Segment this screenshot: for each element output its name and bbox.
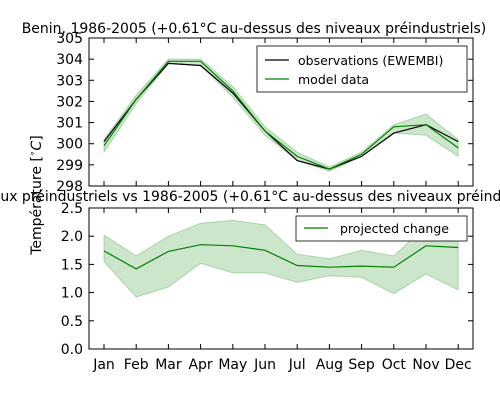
y-axis-label: Température [∘C]: [28, 135, 45, 256]
bottom-ytick-label: 1.5: [61, 257, 83, 273]
bottom-ytick-label: 0.0: [61, 342, 83, 358]
legend-label-model: model data: [298, 72, 369, 87]
top-ytick-label: 305: [56, 31, 83, 47]
xtick-label-oct: Oct: [382, 357, 407, 373]
top-chart: Benin, 1986-2005 (+0.61°C au-dessus des …: [22, 21, 487, 195]
top-series-line-0: [103, 62, 459, 170]
top-chart-title: Benin, 1986-2005 (+0.61°C au-dessus des …: [22, 21, 487, 37]
top-ytick-label: 299: [56, 158, 83, 174]
bottom-ytick-label: 2.5: [61, 201, 83, 217]
xtick-label-mar: Mar: [155, 357, 182, 373]
bottom-ytick-label: 2.0: [61, 229, 83, 245]
top-chart-legend: observations (EWEMBI) model data: [256, 45, 468, 93]
xtick-label-apr: Apr: [188, 357, 212, 373]
legend-label-projected: projected change: [340, 221, 449, 236]
top-chart-frame: [88, 37, 474, 187]
top-ytick-label: 303: [56, 73, 83, 89]
top-ytick-label: 300: [56, 137, 83, 153]
top-ytick-label: 298: [56, 179, 83, 195]
bottom-chart-legend: projected change: [295, 215, 468, 242]
xtick-label-jun: Jun: [253, 357, 276, 373]
legend-label-observations: observations (EWEMBI): [298, 53, 443, 68]
xtick-label-jan: Jan: [92, 357, 115, 373]
top-legend-box: [256, 45, 468, 93]
top-series-line-1: [103, 60, 459, 170]
xtick-label-dec: Dec: [445, 357, 472, 373]
top-ytick-label: 304: [56, 52, 83, 68]
xtick-label-feb: Feb: [124, 357, 149, 373]
bottom-ytick-label: 0.5: [61, 314, 83, 330]
xtick-label-nov: Nov: [412, 357, 439, 373]
xtick-label-sep: Sep: [348, 357, 375, 373]
bottom-ytick-label: 1.0: [61, 286, 83, 302]
bottom-chart-frame: [88, 207, 474, 350]
xtick-label-jul: Jul: [288, 357, 306, 373]
bottom-chart: niveaux préindustriels vs 1986-2005 (+0.…: [0, 189, 500, 373]
bottom-series-line-0: [103, 244, 459, 270]
top-ytick-label: 302: [56, 94, 83, 110]
top-ytick-label: 301: [56, 116, 83, 132]
xtick-label-aug: Aug: [316, 357, 343, 373]
xtick-label-may: May: [218, 357, 247, 373]
bottom-chart-title: niveaux préindustriels vs 1986-2005 (+0.…: [0, 189, 500, 205]
